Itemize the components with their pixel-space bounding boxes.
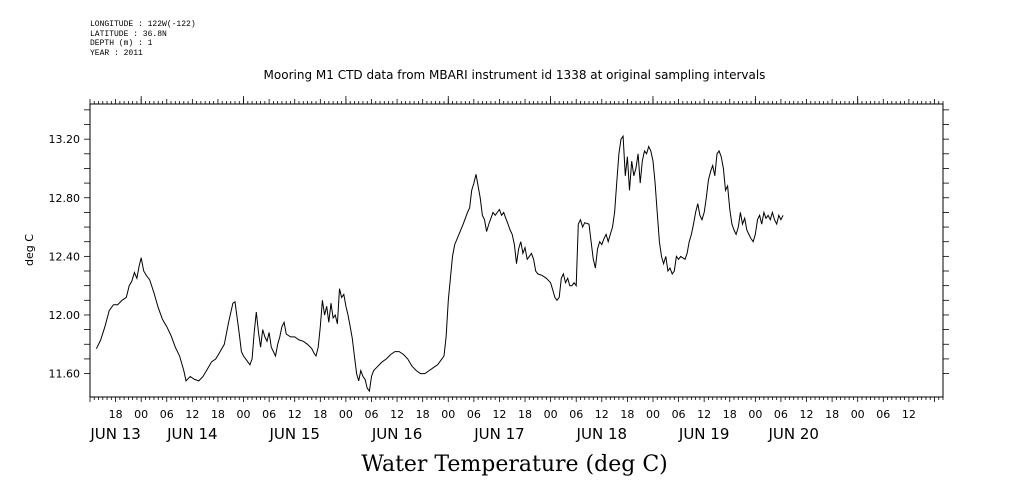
depth-label: DEPTH (m) : 1 <box>90 39 153 48</box>
longitude-label: LONGITUDE : 122W(-122) <box>90 20 196 29</box>
x-day-label: JUN 14 <box>166 425 217 443</box>
y-tick-label: 12.40 <box>49 250 81 263</box>
y-tick-label: 12.80 <box>49 192 81 205</box>
x-hour-label: 06 <box>876 408 890 421</box>
x-hour-label: 18 <box>723 408 737 421</box>
x-hour-label: 06 <box>364 408 378 421</box>
x-hour-label: 12 <box>595 408 609 421</box>
x-hour-label: 12 <box>902 408 916 421</box>
series-layer <box>95 134 784 393</box>
x-hour-label: 00 <box>646 408 660 421</box>
x-day-label: JUN 18 <box>576 425 627 443</box>
x-hour-label: 12 <box>492 408 506 421</box>
x-hour-label: 18 <box>109 408 123 421</box>
x-hour-label: 18 <box>518 408 532 421</box>
x-hour-label: 00 <box>544 408 558 421</box>
x-hour-label: 00 <box>748 408 762 421</box>
x-day-label: JUN 19 <box>678 425 729 443</box>
y-axis-label: deg C <box>23 234 36 266</box>
x-hour-label: 18 <box>313 408 327 421</box>
plot-frame <box>89 96 944 402</box>
x-hour-label: 00 <box>441 408 455 421</box>
year-label: YEAR : 2011 <box>90 48 143 58</box>
x-hour-label: 12 <box>697 408 711 421</box>
x-hour-label: 00 <box>237 408 251 421</box>
latitude-label: LATITUDE : 36.8N <box>90 29 167 39</box>
y-tick-label: 11.60 <box>49 368 81 381</box>
x-hour-label: 18 <box>620 408 634 421</box>
x-hour-label: 12 <box>288 408 302 421</box>
x-day-label: JUN 16 <box>371 425 422 443</box>
x-day-label: JUN 15 <box>268 425 319 443</box>
x-hour-label: 18 <box>416 408 430 421</box>
x-hour-label: 00 <box>851 408 865 421</box>
x-hour-label: 12 <box>185 408 199 421</box>
x-hour-label: 06 <box>569 408 583 421</box>
plot-border <box>89 103 944 398</box>
y-tick-label: 13.20 <box>49 133 81 146</box>
x-hour-label: 06 <box>262 408 276 421</box>
x-hour-label: 18 <box>825 408 839 421</box>
x-hour-label: 18 <box>211 408 225 421</box>
x-hour-label: 06 <box>467 408 481 421</box>
x-day-label: JUN 13 <box>89 425 140 443</box>
x-hour-label: 00 <box>339 408 353 421</box>
series-line <box>95 134 784 393</box>
x-hour-label: 06 <box>160 408 174 421</box>
x-hour-label: 06 <box>774 408 788 421</box>
y-axis: 11.60 12.00 12.40 12.80 13.20 <box>49 109 949 381</box>
x-day-label: JUN 17 <box>473 425 524 443</box>
x-day-label: JUN 20 <box>767 425 818 443</box>
x-hour-label: 06 <box>672 408 686 421</box>
x-axis: 18 00 06 12 18 00 06 12 18 00 06 12 18 00 06 12 18 00 06 12… <box>89 408 916 443</box>
x-hour-label: 12 <box>800 408 814 421</box>
chart-metadata: LONGITUDE : 122W(-122) LATITUDE : 36.8N … <box>90 20 196 58</box>
x-hour-label: 12 <box>390 408 404 421</box>
y-tick-label: 12.00 <box>49 309 81 322</box>
x-hour-label: 00 <box>134 408 148 421</box>
x-axis-label: Water Temperature (deg C) <box>361 452 668 477</box>
chart-title: Mooring M1 CTD data from MBARI instrumen… <box>263 68 766 82</box>
